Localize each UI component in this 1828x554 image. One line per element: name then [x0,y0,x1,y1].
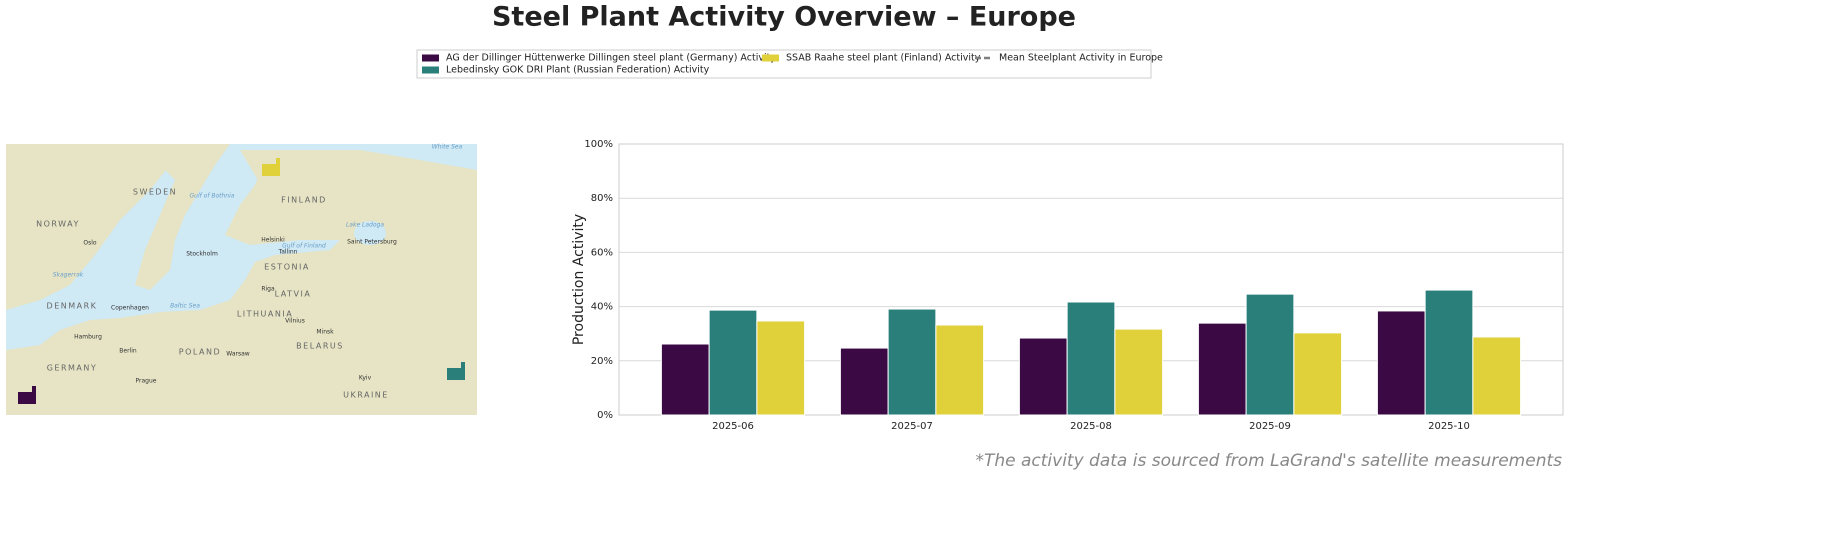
y-tick-label: 60% [591,247,613,258]
y-tick-label: 80% [591,193,613,204]
bar [1114,328,1164,416]
y-tick-label: 40% [591,302,613,313]
map-label: BELARUS [296,342,344,351]
y-axis-label: Production Activity [571,214,587,345]
bar [1066,301,1116,416]
bar [1472,336,1522,416]
bar [1424,289,1474,416]
map-label: White Sea [432,144,463,151]
map-label: Copenhagen [111,305,149,312]
legend-label: AG der Dillinger Hüttenwerke Dillingen s… [446,53,776,64]
map-land [6,144,200,310]
map-label: DENMARK [47,302,98,311]
legend-box [416,49,1152,79]
map-label: LATVIA [275,290,312,299]
map-label: Helsinki [261,237,285,244]
legend-label: Lebedinsky GOK DRI Plant (Russian Federa… [446,65,710,76]
bar [1245,293,1295,416]
legend-swatch [422,54,439,62]
map-label: Gulf of Bothnia [190,193,235,200]
bar [887,308,937,416]
bar [708,309,758,416]
map-label: Skagerrak [53,272,84,279]
map-label: Stockholm [186,251,218,258]
map-label: Baltic Sea [170,303,200,310]
bar [1293,332,1343,416]
y-tick-label: 0% [597,410,613,421]
y-tick-label: 20% [591,356,613,367]
plant-icon [18,392,32,404]
bar [839,347,889,416]
map-label: Prague [136,378,157,385]
plant-icon [262,164,276,176]
chart-title: Steel Plant Activity Overview – Europe [492,2,1076,33]
legend-swatch [762,54,779,62]
plant-icon [461,362,465,380]
map-lake [354,221,386,245]
map-label: Hamburg [74,334,102,341]
map-label: Oslo [83,240,97,247]
x-tick-label: 2025-07 [891,421,933,432]
map: SWEDEN FINLAND NORWAY ESTONIA LATVIA LITHUANI… [6,144,477,415]
map-label: NORWAY [36,220,80,229]
map-label: Kyiv [359,375,372,382]
legend-label: SSAB Raahe steel plant (Finland) Activit… [786,53,981,64]
y-tick-label: 100% [584,139,613,150]
bar [1376,310,1426,416]
footnote: *The activity data is sourced from LaGra… [975,451,1562,471]
legend-swatch [422,66,439,74]
map-label: GERMANY [47,364,98,373]
plant-icon [276,158,280,176]
map-label: Minsk [316,329,334,336]
map-label: Riga [261,286,275,293]
map-label: FINLAND [281,196,327,205]
map-label: Warsaw [226,351,249,358]
map-label: ESTONIA [264,263,310,272]
map-label: UKRAINE [343,391,389,400]
legend-label: Mean Steelplant Activity in Europe [999,53,1163,64]
x-tick-label: 2025-09 [1249,421,1291,432]
map-land [135,144,230,290]
bar [1197,322,1247,416]
x-tick-label: 2025-10 [1428,421,1470,432]
bar [1018,337,1068,416]
map-label: LITHUANIA [237,310,293,319]
map-label: Lake Ladoga [346,222,384,229]
x-tick-label: 2025-08 [1070,421,1112,432]
map-label: Berlin [119,348,137,355]
map-label: Vilnius [285,318,305,325]
plant-icon [447,368,461,380]
map-sea [420,144,477,160]
bar [756,320,806,416]
bar [935,324,985,416]
map-label: Saint Petersburg [347,239,397,246]
plant-icon [32,386,36,404]
x-tick-label: 2025-06 [712,421,754,432]
map-label: POLAND [179,348,221,357]
bar [660,343,710,416]
map-label: Tallinn [278,249,298,256]
map-label: Gulf of Finland [282,243,326,250]
map-label: SWEDEN [133,188,177,197]
